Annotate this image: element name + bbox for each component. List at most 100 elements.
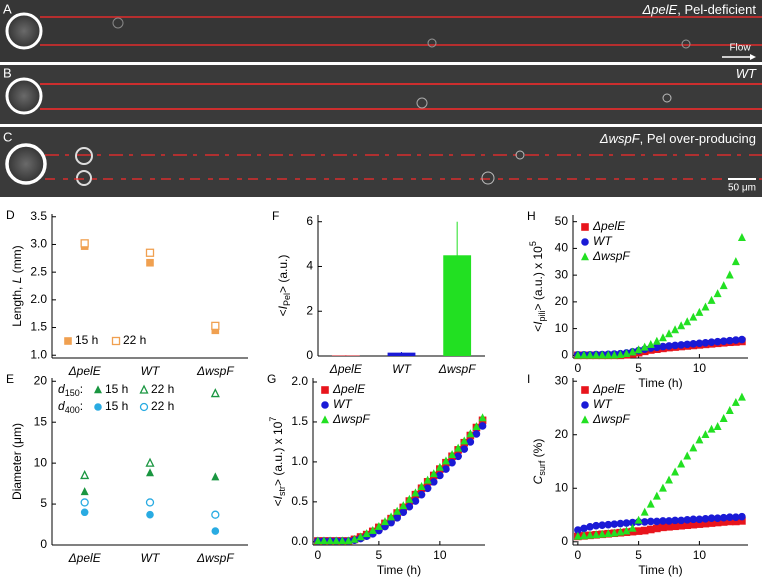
label-part: L: [10, 277, 24, 284]
legend-label: 22 h: [151, 399, 174, 413]
data-point: [350, 534, 359, 543]
data-point: [592, 350, 601, 359]
y-tick-label: 2: [306, 303, 313, 317]
data-point: [573, 531, 582, 540]
data-point: [622, 526, 631, 535]
data-point: [701, 302, 710, 311]
data-point: [478, 413, 487, 422]
y-tick-label: 20: [555, 294, 569, 308]
legend-label: ΔwspF: [592, 412, 630, 426]
x-tick-label: WT: [141, 364, 161, 378]
data-point: [405, 494, 414, 503]
data-point: [80, 508, 89, 517]
panel-letter: C: [3, 129, 12, 144]
data-point: [356, 532, 365, 541]
x-axis-label: Time (h): [638, 376, 682, 390]
data-point: [478, 422, 487, 430]
y-axis-label: <Istr> (a.u.) x 107: [268, 417, 287, 507]
data-point: [210, 388, 220, 398]
data-point: [579, 531, 588, 540]
x-tick-label: 5: [635, 361, 642, 375]
data-point: [592, 530, 601, 539]
label-part: > (a.u.) x 10: [531, 246, 545, 311]
y-tick-label: 0: [561, 347, 568, 361]
y-tick-label: 0: [306, 348, 313, 362]
debris: [662, 93, 672, 103]
legend-marker: [321, 401, 329, 409]
label-part: pili: [537, 311, 547, 322]
data-point: [725, 405, 734, 414]
y-tick-label: 30: [555, 373, 569, 387]
data-point: [146, 468, 154, 477]
caption-part: ΔwspF: [599, 131, 641, 146]
y-tick-label: 2.0: [30, 292, 47, 306]
x-tick-label: ΔpelE: [68, 551, 102, 565]
data-point: [429, 478, 438, 486]
y-tick-label: 0.5: [291, 494, 308, 508]
y-tick-label: 10: [34, 455, 48, 469]
legend-label: 15 h: [105, 399, 128, 413]
x-tick-label: 10: [693, 548, 707, 562]
data-point: [472, 422, 481, 431]
legend-marker: [581, 415, 589, 424]
flow-label: Flow: [729, 43, 751, 54]
legend-label: 22 h: [123, 333, 146, 347]
y-tick-label: 1.5: [291, 414, 308, 428]
data-point: [313, 536, 322, 545]
data-point: [610, 528, 619, 537]
data-point: [610, 350, 619, 359]
data-point: [695, 435, 704, 444]
data-point: [689, 312, 698, 321]
data-point: [586, 350, 594, 359]
label-part: 400: [65, 405, 80, 415]
data-point: [598, 350, 607, 359]
data-point: [731, 397, 740, 406]
data-point: [145, 457, 155, 467]
legend-label: ΔwspF: [332, 412, 370, 426]
data-point: [646, 499, 655, 508]
debris: [427, 38, 437, 48]
data-point: [211, 321, 220, 331]
y-tick-label: 6: [306, 214, 313, 228]
label-part: <: [271, 499, 285, 506]
chart-panel: D 1.0 1.5 2.0 2.5 3.0 3.5 ΔpelE WT ΔwspF Length, L…: [6, 208, 248, 378]
data-point: [604, 350, 613, 359]
label-part: Length,: [10, 283, 24, 326]
y-tick-label: 10: [555, 321, 569, 335]
legend-marker: [94, 403, 102, 411]
x-tick-label: 10: [433, 548, 447, 562]
legend-group-label: d400:: [58, 399, 83, 415]
data-point: [579, 350, 588, 359]
legend-marker: [581, 386, 589, 394]
legend-label: ΔwspF: [592, 249, 630, 263]
micrograph-bg: [0, 127, 762, 197]
data-point: [677, 459, 686, 468]
legend-marker: [111, 336, 121, 346]
label-part: :: [80, 399, 83, 413]
y-axis-label: <Ipili> (a.u.) x 105: [528, 241, 547, 332]
data-point: [634, 515, 643, 524]
data-point: [448, 458, 456, 467]
legend-label: 22 h: [151, 382, 174, 396]
label-part: > (a.u.): [276, 255, 290, 293]
data-point: [211, 472, 220, 481]
data-point: [738, 512, 746, 521]
legend-label: ΔpelE: [592, 219, 626, 233]
caption: ΔpelE, Pel-deficient: [641, 2, 756, 17]
label-part: (mm): [10, 245, 24, 276]
data-point: [319, 536, 328, 545]
data-point: [80, 487, 89, 496]
flow-arrowhead: [750, 54, 756, 60]
panel-letter: G: [267, 372, 276, 386]
y-axis-label: <IPel> (a.u.): [276, 255, 292, 317]
y-tick-label: 4: [306, 259, 313, 273]
legend-group-label: d150:: [58, 382, 83, 398]
y-tick-label: 10: [555, 480, 569, 494]
data-point: [701, 430, 710, 439]
y-tick-label: 50: [555, 214, 569, 228]
data-point: [598, 529, 607, 538]
x-tick-label: WT: [392, 362, 412, 376]
data-point: [725, 270, 734, 279]
